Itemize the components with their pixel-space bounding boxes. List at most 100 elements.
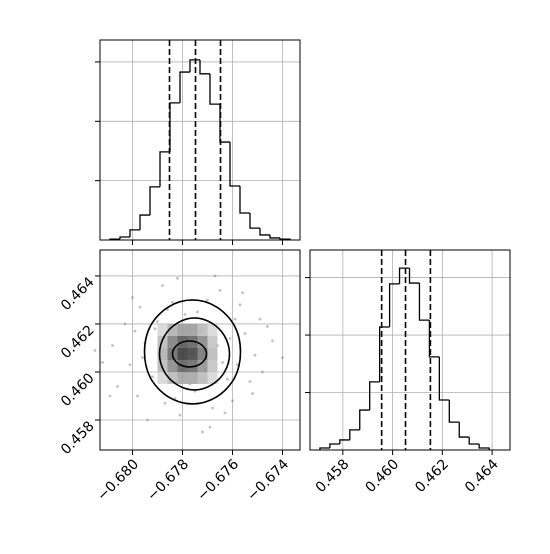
sample-point	[196, 310, 199, 314]
y-tick-label: 0.464	[58, 274, 98, 314]
histogram-bin	[379, 326, 390, 382]
sample-point	[261, 370, 264, 374]
sample-point	[128, 363, 132, 367]
histogram-bin	[448, 400, 460, 423]
y-tick-label: 0.460	[58, 370, 98, 410]
sample-point	[151, 375, 154, 379]
sample-point	[253, 353, 257, 357]
sample-point	[233, 317, 237, 321]
sample-point	[228, 336, 232, 340]
sample-point	[153, 327, 157, 331]
contour	[171, 340, 208, 368]
histogram-bin	[418, 283, 430, 321]
histogram-bin	[189, 59, 200, 73]
contour	[143, 299, 242, 405]
density-cell	[197, 359, 208, 372]
histogram-bin	[438, 356, 450, 401]
histogram-bin	[259, 228, 270, 236]
sample-point	[108, 394, 112, 398]
histogram-bin	[398, 267, 410, 284]
density-cell	[207, 347, 218, 360]
density-cell	[177, 347, 188, 360]
frame	[99, 249, 301, 451]
density-cell	[207, 371, 218, 384]
sample-point	[111, 344, 114, 347]
sample-point	[161, 284, 164, 287]
sample-point	[243, 332, 247, 335]
sample-point	[241, 291, 244, 295]
sample-point	[208, 425, 212, 429]
density-cell	[167, 371, 178, 384]
sample-point	[248, 380, 252, 383]
density-cell	[177, 323, 188, 336]
sample-point	[138, 305, 142, 309]
sample-point	[226, 377, 229, 381]
density-cell	[197, 335, 208, 348]
density-cell	[197, 323, 208, 336]
x-tick-label: 0.464	[462, 456, 502, 496]
sample-point	[231, 399, 234, 403]
histogram-bin	[359, 409, 370, 430]
x-tick-label: 0.460	[363, 456, 403, 496]
x-tick-label: −0.674	[244, 456, 292, 504]
histogram-bin	[129, 229, 140, 238]
y-tick-label: 0.462	[58, 322, 98, 362]
density-cell	[207, 359, 218, 372]
sample-point	[258, 317, 262, 321]
histogram-bin	[179, 71, 190, 103]
histogram-bin	[339, 439, 350, 444]
sample-point	[141, 356, 144, 359]
density-cell	[197, 347, 208, 360]
histogram-bin	[219, 104, 230, 143]
density-cell	[157, 371, 168, 384]
density-cell	[177, 371, 188, 384]
sample-point	[116, 384, 119, 388]
sample-point	[211, 406, 214, 410]
histogram-bin	[119, 236, 130, 240]
histogram-bin	[209, 73, 220, 105]
panel: 0.458 0.460 0.462 0.464	[305, 249, 511, 496]
x-tick-label: −0.676	[194, 456, 242, 504]
sample-point	[133, 329, 137, 333]
density-cell	[157, 347, 168, 360]
density-cell	[167, 359, 178, 372]
histogram-bin	[229, 142, 240, 187]
histogram-bin	[369, 381, 380, 411]
x-tick-label: −0.678	[144, 456, 192, 504]
histogram-bin	[149, 186, 160, 216]
frame	[99, 39, 301, 241]
frame	[309, 249, 511, 451]
sample-point	[171, 300, 174, 304]
histogram-bin	[388, 283, 400, 328]
histogram-bin	[169, 102, 180, 152]
density-cell	[187, 323, 198, 336]
density-cell	[167, 335, 178, 348]
sample-point	[206, 298, 209, 302]
sample-point	[238, 303, 242, 307]
histogram-bin	[249, 212, 260, 229]
panel: −0.680 −0.678 −0.676 −0.674 0.458 0.460 0.462 0…	[58, 249, 301, 504]
contour	[158, 317, 231, 391]
sample-point	[236, 363, 239, 367]
histogram-bin	[428, 320, 440, 358]
sample-point	[136, 394, 139, 398]
density-cell	[157, 323, 168, 336]
density-cell	[207, 335, 218, 348]
x-tick-label: 0.462	[412, 456, 452, 496]
sample-point	[163, 401, 167, 405]
histogram-bin	[199, 59, 210, 75]
sample-point	[183, 312, 187, 316]
sample-point	[221, 360, 224, 364]
sample-point	[123, 322, 127, 326]
panel	[95, 39, 301, 245]
sample-point	[213, 274, 217, 278]
histogram-bin	[478, 443, 490, 450]
sample-point	[93, 348, 97, 352]
sample-point	[281, 356, 284, 359]
x-tick-label: 0.458	[313, 456, 353, 496]
histogram-bin	[468, 437, 480, 445]
histogram-bin	[159, 151, 170, 187]
histogram-bin	[139, 214, 150, 230]
sample-point	[201, 430, 204, 434]
sample-point	[266, 324, 269, 328]
